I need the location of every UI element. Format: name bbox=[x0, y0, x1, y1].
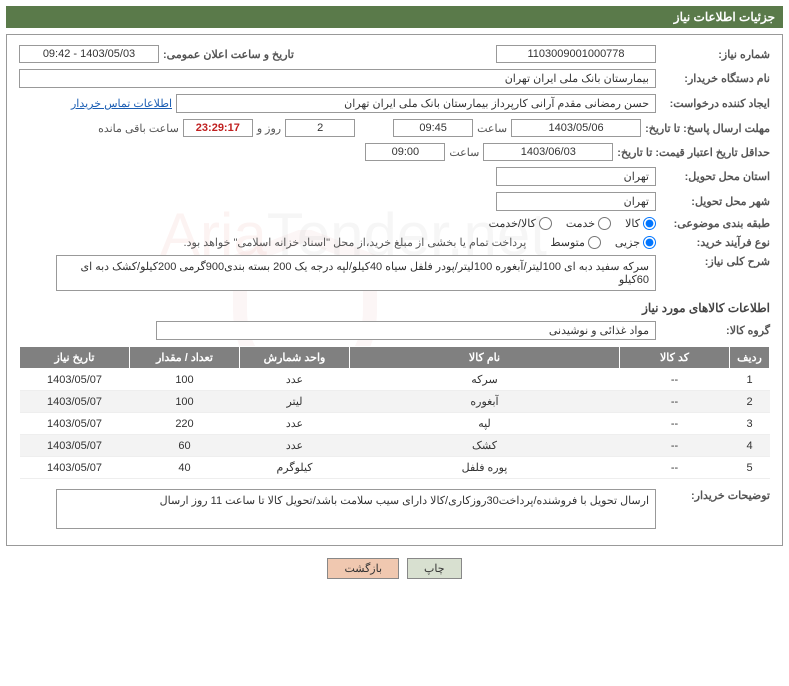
buyer-notes-text: ارسال تحویل با فروشنده/پرداخت30روزکاری/ک… bbox=[56, 489, 656, 529]
cell-date: 1403/05/07 bbox=[20, 413, 130, 435]
cell-unit: عدد bbox=[240, 413, 350, 435]
table-row: 2--آبغورهلیتر1001403/05/07 bbox=[20, 391, 770, 413]
cat-both-radio[interactable]: کالا/خدمت bbox=[489, 217, 552, 230]
goods-section-title: اطلاعات کالاهای مورد نیاز bbox=[19, 301, 770, 315]
process-radio-group: جزیی متوسط bbox=[550, 236, 656, 249]
cell-date: 1403/05/07 bbox=[20, 457, 130, 479]
cell-name: آبغوره bbox=[350, 391, 620, 413]
th-row: ردیف bbox=[730, 347, 770, 369]
proc-partial-radio[interactable]: جزیی bbox=[615, 236, 656, 249]
deadline-send-label: مهلت ارسال پاسخ: تا تاریخ: bbox=[645, 122, 770, 135]
print-button[interactable]: چاپ bbox=[407, 558, 462, 579]
cat-goods-radio[interactable]: کالا bbox=[625, 217, 656, 230]
th-code: کد کالا bbox=[620, 347, 730, 369]
province-field: تهران bbox=[496, 167, 656, 186]
th-date: تاریخ نیاز bbox=[20, 347, 130, 369]
cell-code: -- bbox=[620, 391, 730, 413]
back-button[interactable]: بازگشت bbox=[327, 558, 399, 579]
remain-suffix-label: ساعت باقی مانده bbox=[98, 122, 179, 135]
requester-label: ایجاد کننده درخواست: bbox=[660, 97, 770, 110]
summary-label: شرح کلی نیاز: bbox=[660, 255, 770, 268]
category-label: طبقه بندی موضوعی: bbox=[660, 217, 770, 230]
cell-unit: کیلوگرم bbox=[240, 457, 350, 479]
cell-name: سرکه bbox=[350, 369, 620, 391]
province-label: استان محل تحویل: bbox=[660, 170, 770, 183]
cell-qty: 220 bbox=[130, 413, 240, 435]
deadline-date-field: 1403/05/06 bbox=[511, 119, 641, 137]
th-name: نام کالا bbox=[350, 347, 620, 369]
page-header: جزئیات اطلاعات نیاز bbox=[6, 6, 783, 28]
req-no-field: 1103009001000778 bbox=[496, 45, 656, 63]
th-unit: واحد شمارش bbox=[240, 347, 350, 369]
cell-code: -- bbox=[620, 369, 730, 391]
cat-service-radio[interactable]: خدمت bbox=[566, 217, 611, 230]
table-row: 4--کشکعدد601403/05/07 bbox=[20, 435, 770, 457]
announce-date-label: تاریخ و ساعت اعلان عمومی: bbox=[163, 48, 294, 61]
cell-date: 1403/05/07 bbox=[20, 435, 130, 457]
cell-qty: 60 bbox=[130, 435, 240, 457]
cell-name: کشک bbox=[350, 435, 620, 457]
cell-unit: عدد bbox=[240, 435, 350, 457]
group-label: گروه کالا: bbox=[660, 324, 770, 337]
cell-row: 3 bbox=[730, 413, 770, 435]
table-row: 1--سرکهعدد1001403/05/07 bbox=[20, 369, 770, 391]
cell-row: 5 bbox=[730, 457, 770, 479]
table-row: 3--لپهعدد2201403/05/07 bbox=[20, 413, 770, 435]
time-label-1: ساعت bbox=[477, 122, 507, 135]
requester-field: حسن رمضانی مقدم آرانی کارپرداز بیمارستان… bbox=[176, 94, 656, 113]
validity-time-field: 09:00 bbox=[365, 143, 445, 161]
validity-label: حداقل تاریخ اعتبار قیمت: تا تاریخ: bbox=[617, 146, 770, 159]
goods-table: ردیف کد کالا نام کالا واحد شمارش تعداد /… bbox=[19, 346, 770, 479]
process-note: پرداخت تمام یا بخشی از مبلغ خرید،از محل … bbox=[184, 236, 527, 249]
remain-days-field: 2 bbox=[285, 119, 355, 137]
table-row: 5--پوره فلفلکیلوگرم401403/05/07 bbox=[20, 457, 770, 479]
cell-unit: لیتر bbox=[240, 391, 350, 413]
remain-and-label: روز و bbox=[257, 122, 281, 135]
cell-row: 1 bbox=[730, 369, 770, 391]
cell-date: 1403/05/07 bbox=[20, 369, 130, 391]
contact-link[interactable]: اطلاعات تماس خریدار bbox=[71, 97, 172, 110]
details-panel: شماره نیاز: 1103009001000778 تاریخ و ساع… bbox=[6, 34, 783, 546]
time-label-2: ساعت bbox=[449, 146, 479, 159]
summary-text: سرکه سفید دبه ای 100لیتر/آبغوره 100لیتر/… bbox=[56, 255, 656, 291]
cell-qty: 40 bbox=[130, 457, 240, 479]
cell-row: 4 bbox=[730, 435, 770, 457]
city-label: شهر محل تحویل: bbox=[660, 195, 770, 208]
process-label: نوع فرآیند خرید: bbox=[660, 236, 770, 249]
validity-date-field: 1403/06/03 bbox=[483, 143, 613, 161]
cell-date: 1403/05/07 bbox=[20, 391, 130, 413]
buyer-notes-label: توضیحات خریدار: bbox=[660, 489, 770, 502]
announce-date-field: 1403/05/03 - 09:42 bbox=[19, 45, 159, 63]
city-field: تهران bbox=[496, 192, 656, 211]
cell-code: -- bbox=[620, 413, 730, 435]
proc-medium-radio[interactable]: متوسط bbox=[550, 236, 601, 249]
category-radio-group: کالا خدمت کالا/خدمت bbox=[489, 217, 656, 230]
remain-timer: 23:29:17 bbox=[183, 119, 253, 137]
buyer-org-field: بیمارستان بانک ملی ایران تهران bbox=[19, 69, 656, 88]
buyer-org-label: نام دستگاه خریدار: bbox=[660, 72, 770, 85]
cell-code: -- bbox=[620, 435, 730, 457]
deadline-time-field: 09:45 bbox=[393, 119, 473, 137]
cell-qty: 100 bbox=[130, 369, 240, 391]
cell-code: -- bbox=[620, 457, 730, 479]
cell-name: لپه bbox=[350, 413, 620, 435]
cell-name: پوره فلفل bbox=[350, 457, 620, 479]
req-no-label: شماره نیاز: bbox=[660, 48, 770, 61]
cell-qty: 100 bbox=[130, 391, 240, 413]
group-field: مواد غذائی و نوشیدنی bbox=[156, 321, 656, 340]
cell-unit: عدد bbox=[240, 369, 350, 391]
th-qty: تعداد / مقدار bbox=[130, 347, 240, 369]
cell-row: 2 bbox=[730, 391, 770, 413]
